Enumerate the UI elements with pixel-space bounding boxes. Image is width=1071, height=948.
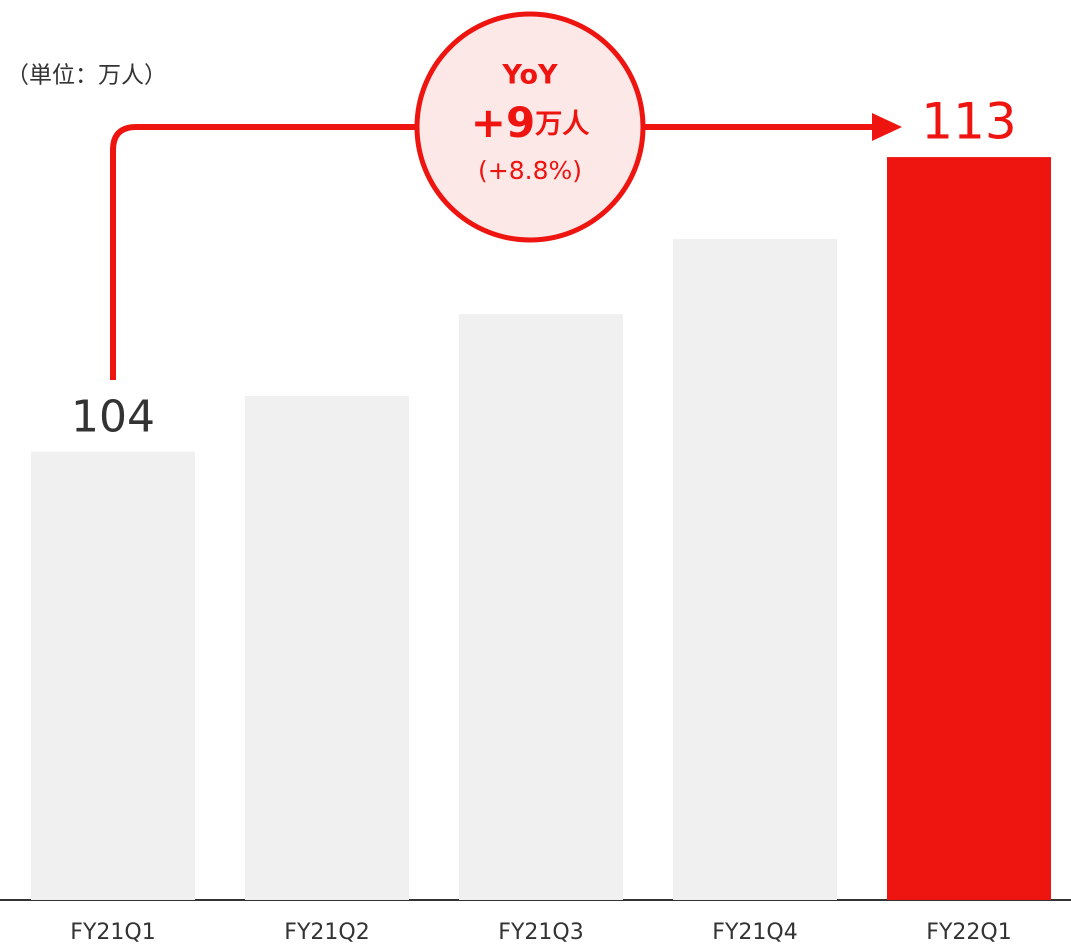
x-tick-label: FY21Q3 [498,920,583,945]
yoy-arrow [110,124,880,380]
yoy-value: +9 [471,98,535,147]
unit-label: （単位：万人） [6,63,167,89]
bar [245,396,409,900]
yoy-title: YoY [501,60,558,91]
bar [459,314,623,900]
yoy-percent: (+8.8%) [478,156,582,185]
x-tick-label: FY21Q4 [712,920,797,945]
x-tick-label: FY21Q1 [70,920,155,945]
yoy-change: +9万人 [471,98,589,147]
yoy-badge [414,11,646,243]
bar [31,451,195,900]
bar [887,157,1051,900]
x-tick-label: FY22Q1 [926,920,1011,945]
yoy-unit: 万人 [535,109,589,140]
arrow-head [872,113,902,141]
bar [673,238,837,901]
x-tick-label: FY21Q2 [284,920,369,945]
value-label: 113 [921,93,1016,151]
value-label: 104 [71,392,155,443]
